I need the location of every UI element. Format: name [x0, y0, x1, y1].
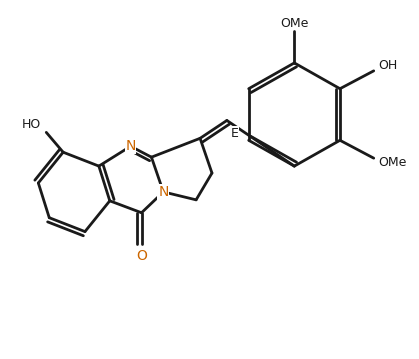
Text: N: N	[125, 139, 136, 153]
Text: OH: OH	[379, 59, 398, 73]
Text: OMe: OMe	[379, 156, 407, 169]
Text: E: E	[231, 127, 239, 140]
Text: OMe: OMe	[280, 17, 308, 30]
Text: O: O	[136, 250, 147, 264]
Text: HO: HO	[22, 118, 41, 131]
Text: N: N	[158, 185, 168, 199]
